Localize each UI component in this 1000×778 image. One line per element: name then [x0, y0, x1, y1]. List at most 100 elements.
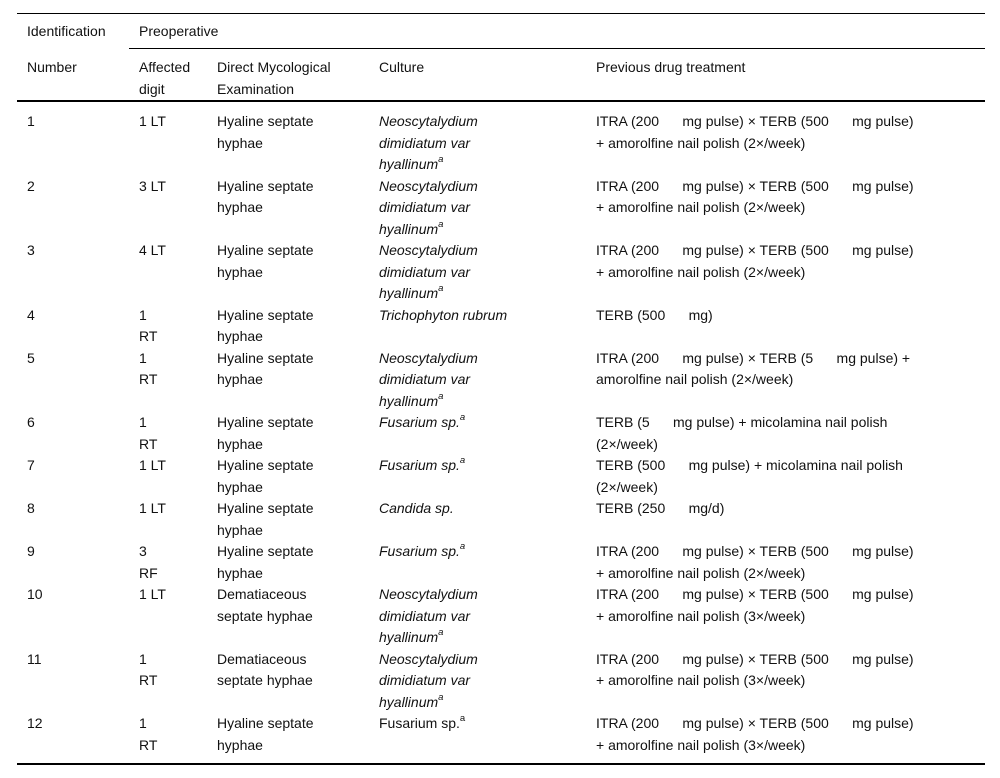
cell-culture: Neoscytalydium dimidiatum var hyallinuma [369, 176, 586, 241]
cell-previous-drug-treatment: TERB (500 mg pulse) + micolamina nail po… [596, 457, 903, 495]
cell-mycological-examination: Hyaline septate hyphae [217, 306, 314, 345]
cell-culture: Fusarium sp.a [369, 412, 586, 455]
culture-species-name: Neoscytalydium dimidiatum var hyallinum [379, 650, 478, 710]
cell-identification-number: 8 [27, 500, 35, 516]
cell-affected-digit: 1 RT [139, 715, 158, 753]
cell-previous-drug-treatment: ITRA (200 mg pulse) × TERB (5 mg pulse) … [596, 349, 911, 388]
cell-affected-digit: 1 RT [139, 414, 158, 452]
table-row: 9 3 RF Hyaline septate hyphae Fusarium s… [17, 541, 985, 584]
cell-previous-drug-treatment: TERB (250 mg/d) [596, 500, 725, 516]
cell-affected-digit: 1 LT [139, 113, 166, 129]
cell-identification-number: 9 [27, 543, 35, 559]
culture-species-name: Trichophyton rubrum [379, 306, 508, 323]
culture-footnote-marker: a [459, 713, 466, 725]
cell-identification-number: 5 [27, 349, 35, 366]
table-row: 3 4 LT Hyaline septate hyphae Neoscytaly… [17, 240, 985, 305]
culture-species-name: Candida sp. [379, 500, 454, 516]
cell-previous-drug-treatment: ITRA (200 mg pulse) × TERB (500 mg pulse… [596, 715, 914, 753]
cell-identification-number: 2 [27, 177, 35, 194]
header-identification: Identification [27, 23, 106, 39]
cell-previous-drug-treatment: TERB (500 mg) [596, 306, 713, 323]
table-row: 11 1 RT Dematiaceous septate hyphae Neos… [17, 649, 985, 714]
table-row: 8 1 LT Hyaline septate hyphae Candida sp… [17, 498, 985, 541]
culture-footnote-marker: a [438, 390, 444, 402]
preoperative-table: Identification Preoperative Number Affec… [17, 13, 986, 765]
cell-mycological-examination: Hyaline septate hyphae [217, 113, 314, 151]
culture-footnote-marker: a [438, 283, 444, 295]
header-preoperative-group: Preoperative [129, 13, 986, 49]
culture-species-name: Neoscytalydium dimidiatum var hyallinum [379, 113, 478, 172]
cell-identification-number: 12 [27, 715, 43, 731]
cell-mycological-examination: Hyaline septate hyphae [217, 500, 314, 538]
header-culture: Culture [369, 48, 586, 102]
culture-footnote-marker: a [459, 412, 466, 424]
cell-culture: Neoscytalydium dimidiatum var hyallinuma [369, 584, 586, 649]
cell-culture: Fusarium sp.a [369, 455, 586, 498]
header-previous-drug-treatment: Previous drug treatment [586, 48, 986, 102]
cell-mycological-examination: Hyaline septate hyphae [217, 457, 314, 495]
culture-footnote-marker: a [438, 627, 444, 639]
table-body: 1 1 LT Hyaline septate hyphae Neoscytaly… [17, 101, 985, 764]
table-row: 1 1 LT Hyaline septate hyphae Neoscytaly… [17, 101, 985, 176]
cell-culture: Candida sp. [369, 498, 586, 541]
culture-species-name: Fusarium sp. [379, 457, 460, 473]
culture-species-name: Fusarium sp. [379, 543, 460, 559]
culture-footnote-marker: a [459, 541, 466, 553]
cell-previous-drug-treatment: TERB (5 mg pulse) + micolamina nail poli… [596, 414, 888, 452]
cell-culture: Neoscytalydium dimidiatum var hyallinuma [369, 649, 586, 714]
culture-species-name: Neoscytalydium dimidiatum var hyallinum [379, 349, 478, 409]
cell-affected-digit: 4 LT [139, 242, 166, 258]
table-row: 12 1 RT Hyaline septate hyphae Fusarium … [17, 713, 985, 764]
table-row: 10 1 LT Dematiaceous septate hyphae Neos… [17, 584, 985, 649]
header-number: Number [17, 48, 129, 102]
cell-mycological-examination: Hyaline septate hyphae [217, 177, 314, 216]
table-row: 5 1 RT Hyaline septate hyphae Neoscytaly… [17, 348, 985, 413]
cell-culture: Fusarium sp.a [369, 541, 586, 584]
header-row-group: Identification Preoperative [17, 13, 986, 49]
cell-mycological-examination: Hyaline septate hyphae [217, 543, 314, 581]
cell-affected-digit: 1 LT [139, 457, 166, 473]
cell-identification-number: 3 [27, 242, 35, 258]
cell-identification-number: 7 [27, 457, 35, 473]
table-row: 6 1 RT Hyaline septate hyphae Fusarium s… [17, 412, 985, 455]
culture-footnote-marker: a [438, 218, 444, 230]
cell-affected-digit: 1 RT [139, 650, 158, 689]
cell-identification-number: 4 [27, 306, 35, 323]
table-row: 7 1 LT Hyaline septate hyphae Fusarium s… [17, 455, 985, 498]
cell-identification-number: 11 [27, 650, 42, 667]
cell-culture: Trichophyton rubrum [369, 305, 586, 348]
cell-previous-drug-treatment: ITRA (200 mg pulse) × TERB (500 mg pulse… [596, 177, 914, 216]
culture-species-name: Fusarium sp. [379, 414, 460, 430]
header-direct-mycological-examination: Direct Mycological Examination [207, 48, 369, 102]
cell-culture: Neoscytalydium dimidiatum var hyallinuma [369, 348, 586, 413]
culture-species-name: Fusarium sp. [379, 715, 460, 731]
cell-mycological-examination: Dematiaceous septate hyphae [217, 586, 313, 624]
culture-species-name: Neoscytalydium dimidiatum var hyallinum [379, 242, 478, 301]
culture-species-name: Neoscytalydium dimidiatum var hyallinum [379, 586, 478, 645]
cell-mycological-examination: Hyaline septate hyphae [217, 715, 314, 753]
cell-affected-digit: 1 RT [139, 349, 158, 388]
cell-affected-digit: 3 LT [139, 177, 166, 194]
cell-identification-number: 1 [27, 113, 35, 129]
cell-culture: Fusarium sp.a [369, 713, 586, 764]
table-row: 4 1 RT Hyaline septate hyphae Trichophyt… [17, 305, 985, 348]
cell-affected-digit: 1 LT [139, 586, 166, 602]
table-header: Identification Preoperative Number Affec… [17, 13, 986, 102]
cell-previous-drug-treatment: ITRA (200 mg pulse) × TERB (500 mg pulse… [596, 650, 914, 689]
header-affected-digit: Affected digit [129, 48, 207, 102]
cell-mycological-examination: Hyaline septate hyphae [217, 242, 314, 280]
header-row-sub: Number Affected digit Direct Mycological… [17, 48, 986, 102]
cell-culture: Neoscytalydium dimidiatum var hyallinuma [369, 240, 586, 305]
cell-identification-number: 6 [27, 414, 35, 430]
cell-mycological-examination: Hyaline septate hyphae [217, 349, 314, 388]
cell-culture: Neoscytalydium dimidiatum var hyallinuma [369, 101, 586, 176]
cell-affected-digit: 1 LT [139, 500, 166, 516]
cell-previous-drug-treatment: ITRA (200 mg pulse) × TERB (500 mg pulse… [596, 543, 914, 581]
cell-mycological-examination: Dematiaceous septate hyphae [217, 650, 313, 689]
cell-previous-drug-treatment: ITRA (200 mg pulse) × TERB (500 mg pulse… [596, 242, 914, 280]
cell-previous-drug-treatment: ITRA (200 mg pulse) × TERB (500 mg pulse… [596, 113, 914, 151]
cell-affected-digit: 1 RT [139, 306, 158, 345]
cell-identification-number: 10 [27, 586, 43, 602]
culture-footnote-marker: a [438, 691, 444, 703]
